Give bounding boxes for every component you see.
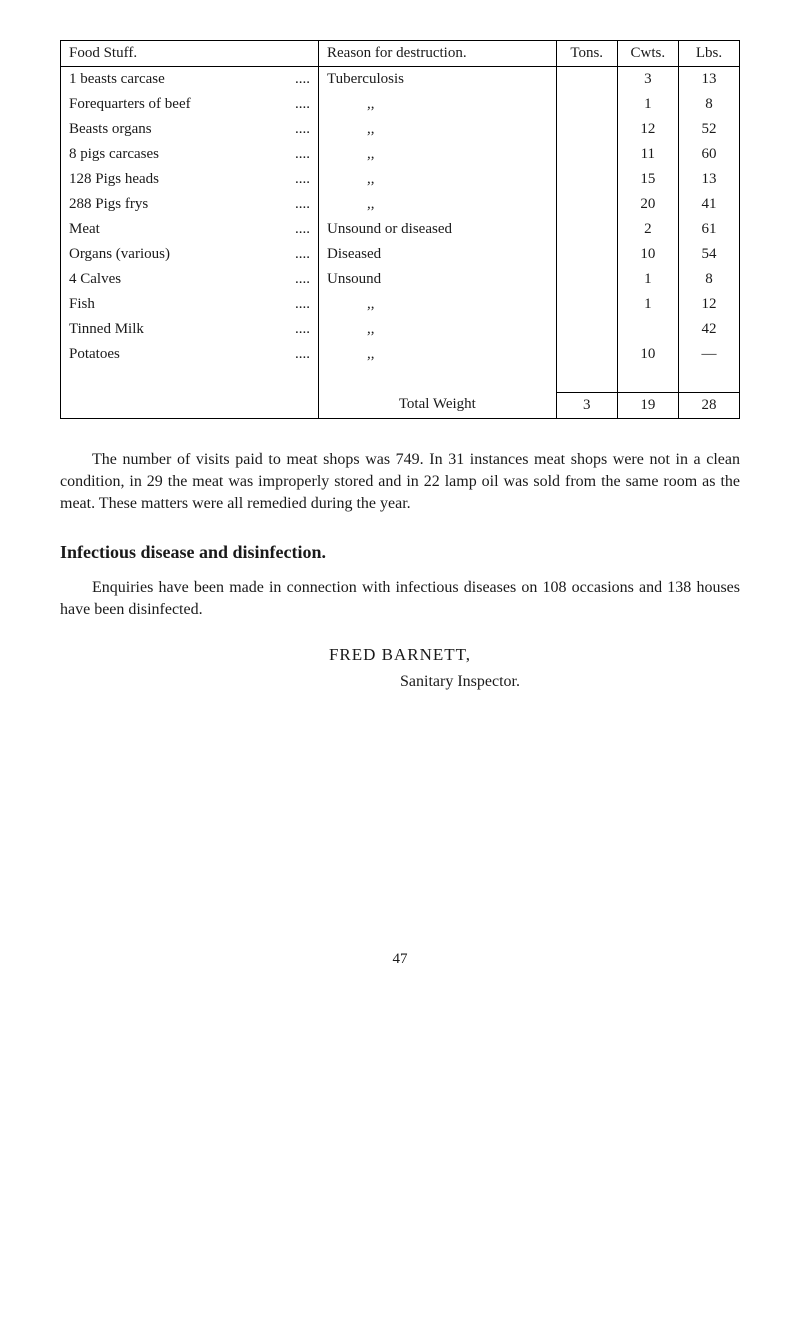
cell-cwts: 10 xyxy=(617,242,678,267)
cell-reason: ,, xyxy=(319,192,557,217)
table-row: Forequarters of beef....,, 18 xyxy=(61,92,740,117)
table-row: 8 pigs carcases....,, 1160 xyxy=(61,142,740,167)
cell-cwts: 20 xyxy=(617,192,678,217)
cell-food: Fish.... xyxy=(61,292,319,317)
destruction-table: Food Stuff. Reason for destruction. Tons… xyxy=(60,40,740,419)
cell-tons xyxy=(556,317,617,342)
table-row: Meat....Unsound or diseased 261 xyxy=(61,217,740,242)
cell-lbs: 8 xyxy=(678,92,739,117)
cell-cwts: 3 xyxy=(617,67,678,93)
cell-lbs: 61 xyxy=(678,217,739,242)
cell-food: Tinned Milk.... xyxy=(61,317,319,342)
total-lbs: 28 xyxy=(678,392,739,418)
cell-tons xyxy=(556,142,617,167)
total-label: Total Weight xyxy=(319,392,557,418)
table-row: 288 Pigs frys....,, 2041 xyxy=(61,192,740,217)
author-name: FRED BARNETT, xyxy=(60,645,740,665)
cell-cwts: 11 xyxy=(617,142,678,167)
cell-food: 1 beasts carcase.... xyxy=(61,67,319,93)
table-row: 4 Calves....Unsound 18 xyxy=(61,267,740,292)
paragraph-meat-shops: The number of visits paid to meat shops … xyxy=(60,449,740,516)
cell-lbs: 41 xyxy=(678,192,739,217)
table-row: Tinned Milk....,, 42 xyxy=(61,317,740,342)
cell-food: 128 Pigs heads.... xyxy=(61,167,319,192)
cell-cwts: 1 xyxy=(617,267,678,292)
page-number: 47 xyxy=(60,951,740,968)
header-tons: Tons. xyxy=(556,41,617,67)
cell-reason: Unsound xyxy=(319,267,557,292)
header-reason: Reason for destruction. xyxy=(319,41,557,67)
total-tons: 3 xyxy=(556,392,617,418)
cell-reason: Diseased xyxy=(319,242,557,267)
table-row: Fish....,, 112 xyxy=(61,292,740,317)
cell-food: 8 pigs carcases.... xyxy=(61,142,319,167)
header-cwts: Cwts. xyxy=(617,41,678,67)
table-row: Organs (various)....Diseased 1054 xyxy=(61,242,740,267)
cell-cwts: 10 xyxy=(617,342,678,367)
cell-tons xyxy=(556,92,617,117)
total-row: Total Weight31928 xyxy=(61,392,740,418)
cell-lbs: 42 xyxy=(678,317,739,342)
cell-cwts xyxy=(617,317,678,342)
cell-food: Potatoes.... xyxy=(61,342,319,367)
total-cwts: 19 xyxy=(617,392,678,418)
cell-tons xyxy=(556,167,617,192)
header-food: Food Stuff. xyxy=(61,41,319,67)
cell-reason: ,, xyxy=(319,317,557,342)
cell-cwts: 2 xyxy=(617,217,678,242)
cell-lbs: 13 xyxy=(678,167,739,192)
table-row: Beasts organs....,, 1252 xyxy=(61,117,740,142)
section-heading-infectious: Infectious disease and disinfection. xyxy=(60,542,740,563)
header-lbs: Lbs. xyxy=(678,41,739,67)
cell-tons xyxy=(556,117,617,142)
cell-lbs: 8 xyxy=(678,267,739,292)
cell-tons xyxy=(556,67,617,93)
table-row: 1 beasts carcase....Tuberculosis 313 xyxy=(61,67,740,93)
cell-reason: ,, xyxy=(319,117,557,142)
cell-tons xyxy=(556,292,617,317)
cell-reason: ,, xyxy=(319,92,557,117)
table-row: 128 Pigs heads....,, 1513 xyxy=(61,167,740,192)
cell-reason: ,, xyxy=(319,167,557,192)
cell-food: 4 Calves.... xyxy=(61,267,319,292)
cell-lbs: 12 xyxy=(678,292,739,317)
cell-tons xyxy=(556,242,617,267)
cell-food: Forequarters of beef.... xyxy=(61,92,319,117)
cell-lbs: 54 xyxy=(678,242,739,267)
cell-food: Meat.... xyxy=(61,217,319,242)
cell-lbs: 60 xyxy=(678,142,739,167)
cell-tons xyxy=(556,192,617,217)
author-title: Sanitary Inspector. xyxy=(60,673,740,691)
cell-tons xyxy=(556,342,617,367)
cell-lbs: 13 xyxy=(678,67,739,93)
cell-reason: Unsound or diseased xyxy=(319,217,557,242)
cell-lbs: 52 xyxy=(678,117,739,142)
cell-reason: ,, xyxy=(319,342,557,367)
cell-lbs: — xyxy=(678,342,739,367)
cell-tons xyxy=(556,267,617,292)
cell-tons xyxy=(556,217,617,242)
table-row: Potatoes....,, 10— xyxy=(61,342,740,367)
cell-reason: Tuberculosis xyxy=(319,67,557,93)
cell-food: Beasts organs.... xyxy=(61,117,319,142)
cell-cwts: 1 xyxy=(617,292,678,317)
cell-cwts: 1 xyxy=(617,92,678,117)
cell-cwts: 12 xyxy=(617,117,678,142)
cell-food: Organs (various).... xyxy=(61,242,319,267)
cell-reason: ,, xyxy=(319,292,557,317)
cell-reason: ,, xyxy=(319,142,557,167)
cell-food: 288 Pigs frys.... xyxy=(61,192,319,217)
cell-cwts: 15 xyxy=(617,167,678,192)
paragraph-infectious: Enquiries have been made in connection w… xyxy=(60,577,740,622)
